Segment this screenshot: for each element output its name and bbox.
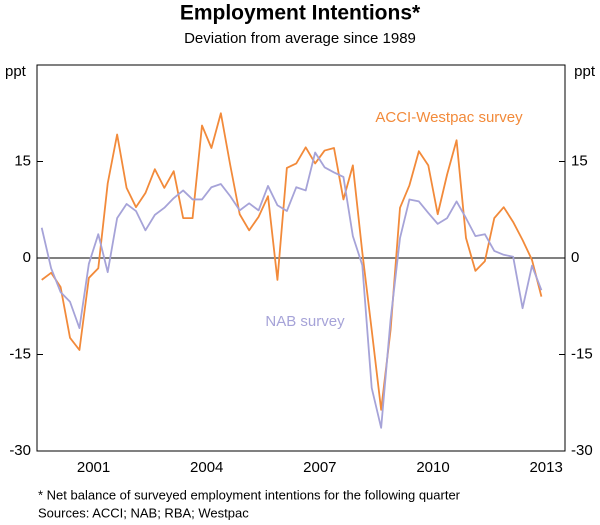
y-axis-label-right: ppt — [574, 63, 596, 80]
series-line — [41, 112, 543, 411]
x-tick-label: 2004 — [190, 459, 223, 476]
x-tick-label: 2010 — [416, 459, 449, 476]
footnote: Sources: ACCI; NAB; RBA; Westpac — [38, 505, 249, 520]
footnote: * Net balance of surveyed employment int… — [38, 487, 461, 502]
series-line — [40, 151, 543, 429]
x-tick-label: 2007 — [303, 459, 336, 476]
y-tick-label-right: 0 — [571, 249, 579, 266]
y-tick-label-right: 15 — [571, 152, 588, 169]
y-tick-label-right: -15 — [571, 345, 593, 362]
y-tick-label: 15 — [14, 152, 31, 169]
y-axis-label: ppt — [5, 63, 27, 80]
x-tick-label: 2001 — [77, 459, 110, 476]
y-tick-label: 0 — [23, 249, 31, 266]
annotation: NAB survey — [265, 313, 345, 330]
chart-title: Employment Intentions* — [180, 2, 421, 25]
y-tick-label: -15 — [9, 345, 31, 362]
y-tick-label: -30 — [9, 442, 31, 459]
chart-subtitle: Deviation from average since 1989 — [184, 30, 416, 47]
y-tick-label-right: -30 — [571, 442, 593, 459]
annotation: ACCI-Westpac survey — [375, 109, 523, 126]
x-tick-label: 2013 — [529, 459, 562, 476]
plot-frame — [36, 64, 566, 452]
